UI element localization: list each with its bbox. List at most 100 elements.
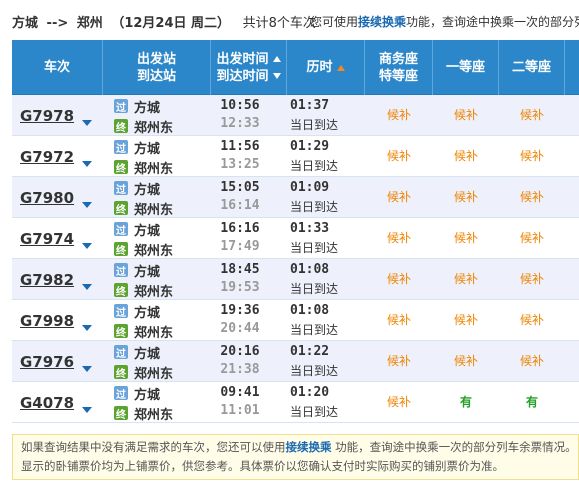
pass-station-icon: 过 bbox=[114, 222, 128, 237]
sort-duration-icon[interactable] bbox=[336, 64, 345, 71]
second-class-status[interactable]: 候补 bbox=[519, 108, 544, 122]
train-number[interactable]: G7972 bbox=[20, 148, 75, 166]
train-number[interactable]: G7980 bbox=[20, 189, 75, 207]
column-business-top: 商务座 bbox=[378, 51, 418, 67]
first-class-status[interactable]: 候补 bbox=[453, 108, 478, 122]
station-cell: 过方城 终郑州东 bbox=[114, 300, 173, 341]
column-overflow bbox=[564, 40, 579, 95]
departure-station-name: 方城 bbox=[134, 141, 161, 157]
pass-station-icon: 过 bbox=[114, 304, 128, 319]
arrival-time: 21:38 bbox=[220, 362, 260, 377]
first-class-status[interactable]: 候补 bbox=[453, 313, 478, 327]
table-row[interactable]: G7972 过方城 终郑州东 11:56 13:25 01:29 当日到达 候补… bbox=[12, 136, 579, 177]
business-seat-status[interactable]: 候补 bbox=[386, 231, 411, 245]
departure-time: 11:56 bbox=[220, 139, 260, 154]
train-expand-icon[interactable] bbox=[82, 243, 92, 249]
first-class-status[interactable]: 候补 bbox=[453, 272, 478, 286]
second-class-status[interactable]: 候补 bbox=[519, 190, 544, 204]
train-expand-icon[interactable] bbox=[82, 284, 92, 290]
business-seat-status[interactable]: 候补 bbox=[386, 395, 411, 409]
table-row[interactable]: G7980 过方城 终郑州东 15:05 16:14 01:09 当日到达 候补… bbox=[12, 177, 579, 218]
second-class-status[interactable]: 有 bbox=[525, 395, 538, 409]
duration-cell: 01:33 当日到达 bbox=[290, 218, 360, 258]
first-class-status[interactable]: 候补 bbox=[453, 354, 478, 368]
train-expand-icon[interactable] bbox=[82, 366, 92, 372]
second-class-status[interactable]: 候补 bbox=[519, 231, 544, 245]
first-class-status[interactable]: 候补 bbox=[453, 149, 478, 163]
second-class-status[interactable]: 候补 bbox=[519, 313, 544, 327]
duration-cell: 01:37 当日到达 bbox=[290, 95, 360, 135]
train-number[interactable]: G4078 bbox=[20, 394, 75, 412]
arrival-station: 终郑州东 bbox=[114, 117, 174, 136]
train-number[interactable]: G7978 bbox=[20, 107, 75, 125]
business-seat-status[interactable]: 候补 bbox=[386, 108, 411, 122]
business-seat-status[interactable]: 候补 bbox=[386, 313, 411, 327]
table-row[interactable]: G7974 过方城 终郑州东 16:16 17:49 01:33 当日到达 候补… bbox=[12, 218, 579, 259]
notice-transfer-link[interactable]: 接续换乘 bbox=[285, 440, 332, 454]
business-seat-status[interactable]: 候补 bbox=[386, 149, 411, 163]
to-city: 郑州 bbox=[76, 16, 103, 31]
train-number[interactable]: G7982 bbox=[20, 271, 75, 289]
departure-station: 过方城 bbox=[114, 261, 173, 280]
station-cell: 过方城 终郑州东 bbox=[114, 177, 173, 218]
departure-station-name: 方城 bbox=[134, 223, 161, 239]
column-time-top: 出发时间 bbox=[216, 51, 269, 67]
arrival-day: 当日到达 bbox=[290, 282, 339, 296]
departure-station: 过方城 bbox=[114, 220, 173, 239]
duration-cell: 01:08 当日到达 bbox=[290, 259, 360, 299]
column-first-class: 一等座 bbox=[432, 40, 498, 95]
arrival-day: 当日到达 bbox=[290, 364, 339, 378]
transfer-link[interactable]: 接续换乘 bbox=[358, 15, 407, 29]
station-cell: 过方城 终郑州东 bbox=[114, 382, 173, 423]
table-row[interactable]: G7976 过方城 终郑州东 20:16 21:38 01:22 当日到达 候补… bbox=[12, 341, 579, 382]
train-number[interactable]: G7998 bbox=[20, 312, 75, 330]
table-header: 车次 出发站 到达站 出发时间 到达时间 历时 商务座 特等座 一等座 二等座 bbox=[12, 40, 579, 95]
time-cell: 09:41 11:01 bbox=[212, 382, 268, 422]
business-seat-status[interactable]: 候补 bbox=[386, 354, 411, 368]
time-cell: 20:16 21:38 bbox=[212, 341, 268, 381]
column-first-label: 一等座 bbox=[445, 60, 485, 75]
train-expand-icon[interactable] bbox=[82, 120, 92, 126]
arrival-time: 11:01 bbox=[220, 403, 260, 418]
station-cell: 过方城 终郑州东 bbox=[114, 95, 174, 136]
travel-date: （12月24日 周二） bbox=[111, 16, 231, 31]
time-cell: 15:05 16:14 bbox=[212, 177, 268, 217]
arrival-station-name: 郑州东 bbox=[134, 120, 174, 136]
table-body: G7978 过方城 终郑州东 10:56 12:33 01:37 当日到达 候补… bbox=[12, 95, 579, 423]
train-expand-icon[interactable] bbox=[82, 407, 92, 413]
pass-station-icon: 过 bbox=[114, 345, 128, 360]
train-number[interactable]: G7976 bbox=[20, 353, 75, 371]
train-number[interactable]: G7974 bbox=[20, 230, 75, 248]
departure-station: 过方城 bbox=[114, 179, 173, 198]
business-seat-status[interactable]: 候补 bbox=[386, 272, 411, 286]
hint-suffix: 功能，查询途中换乘一次的部分列 bbox=[406, 15, 579, 29]
second-class-status[interactable]: 候补 bbox=[519, 354, 544, 368]
departure-time: 09:41 bbox=[220, 385, 260, 400]
second-class-status[interactable]: 候补 bbox=[519, 272, 544, 286]
arrival-time: 19:53 bbox=[220, 280, 260, 295]
column-times[interactable]: 出发时间 到达时间 bbox=[210, 40, 286, 95]
arrival-station: 终郑州东 bbox=[114, 404, 173, 423]
duration-value: 01:20 bbox=[290, 385, 330, 400]
train-expand-icon[interactable] bbox=[82, 325, 92, 331]
first-class-status[interactable]: 有 bbox=[459, 395, 472, 409]
train-count: 共计8个车次 bbox=[242, 16, 316, 31]
first-class-status[interactable]: 候补 bbox=[453, 231, 478, 245]
arrival-station-name: 郑州东 bbox=[134, 243, 174, 259]
table-row[interactable]: G7982 过方城 终郑州东 18:45 19:53 01:08 当日到达 候补… bbox=[12, 259, 579, 300]
first-class-status[interactable]: 候补 bbox=[453, 190, 478, 204]
table-row[interactable]: G7998 过方城 终郑州东 19:36 20:44 01:08 当日到达 候补… bbox=[12, 300, 579, 341]
terminal-station-icon: 终 bbox=[114, 365, 128, 380]
column-duration[interactable]: 历时 bbox=[286, 40, 364, 95]
train-expand-icon[interactable] bbox=[82, 202, 92, 208]
table-row[interactable]: G7978 过方城 终郑州东 10:56 12:33 01:37 当日到达 候补… bbox=[12, 95, 579, 136]
train-expand-icon[interactable] bbox=[82, 161, 92, 167]
station-cell: 过方城 终郑州东 bbox=[114, 341, 173, 382]
business-seat-status[interactable]: 候补 bbox=[386, 190, 411, 204]
from-city: 方城 bbox=[12, 16, 39, 31]
sort-desc-icon[interactable] bbox=[272, 73, 281, 79]
table-row[interactable]: G4078 过方城 终郑州东 09:41 11:01 01:20 当日到达 候补… bbox=[12, 382, 579, 423]
second-class-status[interactable]: 候补 bbox=[519, 149, 544, 163]
sort-asc-icon[interactable] bbox=[272, 56, 281, 62]
arrival-day: 当日到达 bbox=[290, 323, 339, 337]
